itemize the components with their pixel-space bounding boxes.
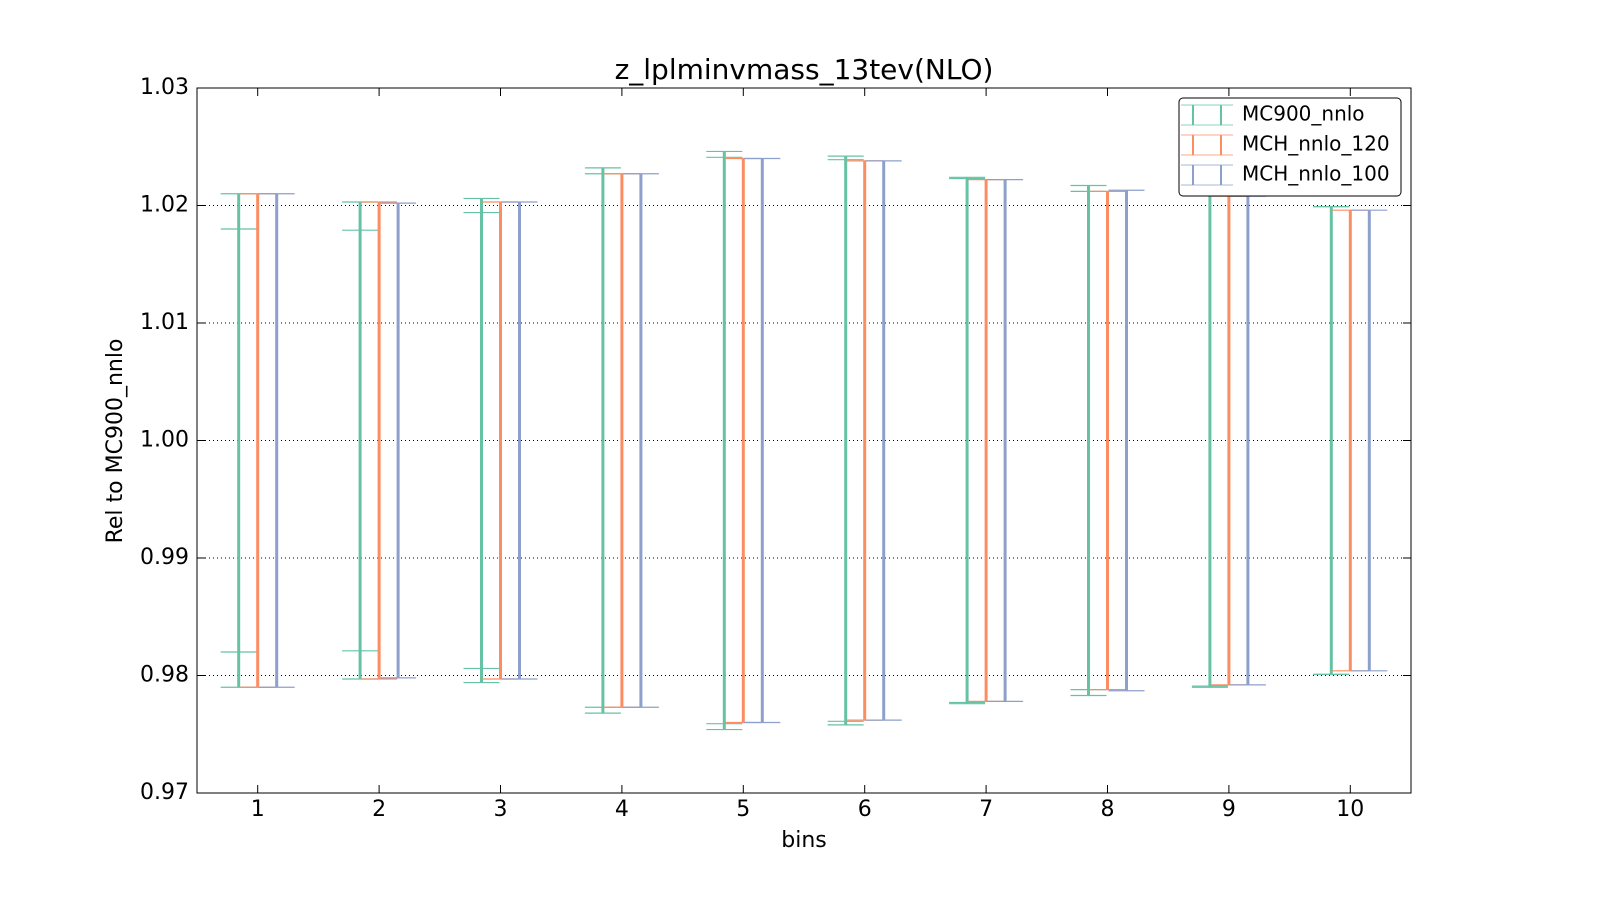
x-tick-label: 5 [736,797,750,822]
y-tick-label: 0.97 [140,780,189,805]
y-tick-label: 0.99 [140,545,189,570]
plot-frame [196,87,1412,794]
legend-box [1178,97,1402,197]
x-tick-label: 8 [1101,797,1115,822]
legend-label: MC900_nnlo [1242,102,1365,126]
legend-label: MCH_nnlo_120 [1242,132,1390,156]
chart-title: z_lplminvmass_13tev(NLO) [615,53,994,86]
x-axis-label: bins [781,828,826,853]
x-tick-label: 6 [858,797,872,822]
y-tick-label: 1.03 [140,75,189,100]
y-tick-label: 1.00 [140,428,189,453]
x-tick-label: 1 [251,797,265,822]
x-tick-label: 3 [494,797,508,822]
x-tick-label: 4 [615,797,629,822]
y-axis-label: Rel to MC900_nnlo [103,339,128,544]
legend-label: MCH_nnlo_100 [1242,162,1390,186]
y-tick-label: 0.98 [140,663,189,688]
y-tick-label: 1.02 [140,193,189,218]
x-tick-label: 10 [1336,797,1364,822]
y-tick-label: 1.01 [140,310,189,335]
x-tick-label: 2 [372,797,386,822]
x-tick-label: 9 [1222,797,1236,822]
x-tick-label: 7 [979,797,993,822]
